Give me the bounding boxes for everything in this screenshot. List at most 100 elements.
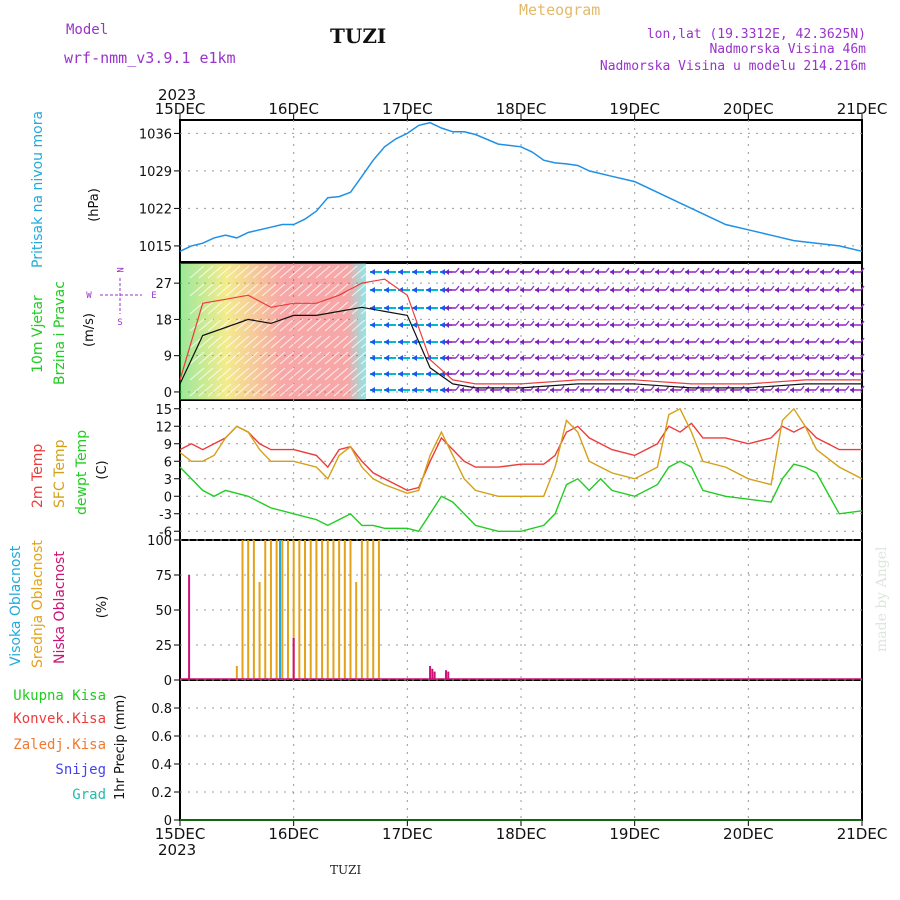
altitude-text: Nadmorska Visina 46m — [709, 42, 866, 57]
ytick-label: 0 — [164, 490, 172, 505]
wind-barb-flag — [860, 353, 865, 359]
wind-barb — [351, 383, 367, 397]
wind-barb-flag — [470, 303, 475, 309]
wind-barb-head — [850, 355, 854, 361]
wind-barb-head — [475, 322, 479, 328]
wind-barb-head — [445, 269, 449, 275]
wind-barb — [216, 265, 232, 279]
wind-barb-head — [550, 269, 554, 275]
wind-barb — [234, 318, 250, 332]
wind-barb-head — [685, 387, 689, 393]
wind-barb — [351, 265, 367, 279]
wind-barb-head — [595, 305, 599, 311]
wind-barb-flag — [785, 267, 790, 273]
wind-barb-head — [685, 355, 689, 361]
wind-barb-flag — [755, 285, 760, 291]
wind-barb-head — [460, 371, 464, 377]
wind-barb-head — [745, 287, 749, 293]
wind-barb — [243, 351, 259, 365]
wind-barb — [243, 301, 259, 315]
wind-barb-flag — [725, 285, 730, 291]
wind-barb-flag — [845, 369, 850, 375]
wind-barb — [243, 367, 259, 381]
wind-label-1: 10m Vjetar — [30, 295, 46, 373]
wind-barb-flag — [500, 353, 505, 359]
wind-barb — [261, 283, 277, 297]
wind-barb — [315, 383, 331, 397]
wind-barb — [270, 351, 286, 365]
wind-barb-flag — [455, 285, 460, 291]
wind-barb-flag — [740, 353, 745, 359]
wind-barb-flag — [740, 303, 745, 309]
wind-barb-head — [670, 355, 674, 361]
wind-barb — [189, 367, 205, 381]
wind-barb-flag — [710, 303, 715, 309]
wind-barb-head — [730, 269, 734, 275]
cloud-bar-mid — [321, 540, 324, 680]
wind-barb-flag — [560, 353, 565, 359]
wind-barb-flag — [665, 337, 670, 343]
wind-barb — [225, 335, 241, 349]
wind-barb — [306, 335, 322, 349]
wind-barb-flag — [470, 369, 475, 375]
wind-barb-flag — [740, 369, 745, 375]
wind-barb-head — [595, 269, 599, 275]
wind-barb-flag — [650, 285, 655, 291]
wind-barb — [261, 335, 277, 349]
wind-barb — [297, 351, 313, 365]
wind-barb-flag — [635, 285, 640, 291]
wind-barb — [342, 367, 358, 381]
cloud-bar-mid — [326, 540, 329, 680]
wind-barb-head — [820, 387, 824, 393]
wind-barb — [207, 283, 223, 297]
wind-barb-flag — [755, 353, 760, 359]
wind-barb-head — [835, 371, 839, 377]
wind-barb-head — [775, 269, 779, 275]
wind-barb-flag — [695, 267, 700, 273]
wind-barb-head — [610, 355, 614, 361]
date-label-top: 19DEC — [609, 100, 660, 118]
wind-barb-flag — [815, 320, 820, 326]
wind-barb-flag — [605, 337, 610, 343]
wind-barb-head — [835, 269, 839, 275]
wind-barb-head — [550, 287, 554, 293]
cloud-bar-low — [431, 668, 434, 680]
wind-barb — [333, 335, 349, 349]
wind-barb — [270, 318, 286, 332]
wind-barb-head — [565, 339, 569, 345]
wind-barb — [216, 318, 232, 332]
wind-barb-flag — [545, 369, 550, 375]
wind-barb — [279, 351, 295, 365]
wind-barb-head — [655, 269, 659, 275]
cloud-bar-mid — [252, 540, 255, 680]
wind-barb — [252, 351, 268, 365]
ytick-label: 50 — [155, 604, 172, 619]
wind-barb-head — [760, 322, 764, 328]
wind-barb — [315, 301, 331, 315]
date-label-top: 17DEC — [382, 100, 433, 118]
cloud-bar-mid — [281, 540, 284, 680]
wind-barb-flag — [545, 385, 550, 391]
wind-barb-head — [595, 371, 599, 377]
wind-barb — [324, 367, 340, 381]
wind-barb-head — [460, 322, 464, 328]
wind-barb — [333, 367, 349, 381]
wind-barb — [279, 383, 295, 397]
temp-label-2m: 2m Temp — [30, 444, 46, 508]
wind-barb-flag — [725, 353, 730, 359]
temp-labels: 2m Temp SFC Temp dewpt Temp (C) — [30, 430, 110, 515]
wind-barb — [324, 301, 340, 315]
wind-barb-flag — [560, 385, 565, 391]
cloud-unit: (%) — [95, 596, 110, 619]
wind-barb-flag — [470, 285, 475, 291]
wind-barb — [333, 318, 349, 332]
wind-barb-flag — [515, 267, 520, 273]
wind-barb — [351, 283, 367, 297]
wind-barb — [315, 318, 331, 332]
wind-barb-head — [655, 339, 659, 345]
wind-barb-flag — [665, 285, 670, 291]
wind-barb-flag — [680, 337, 685, 343]
wind-barb-head — [565, 371, 569, 377]
temp-unit: (C) — [95, 460, 110, 479]
